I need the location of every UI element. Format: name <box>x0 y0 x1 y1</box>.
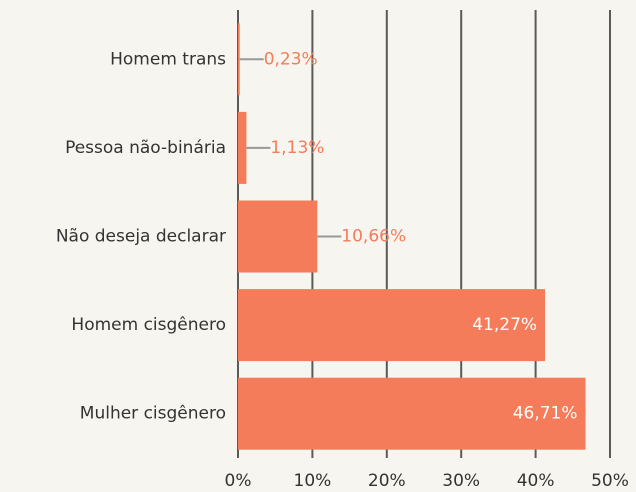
y-tick-label: Pessoa não-binária <box>65 138 226 158</box>
bar <box>238 200 318 273</box>
value-label: 10,66% <box>341 227 406 247</box>
x-tick-label: 30% <box>442 471 480 491</box>
y-tick-label: Homem trans <box>110 49 226 69</box>
value-label: 46,71% <box>513 404 578 424</box>
bar <box>238 377 586 450</box>
value-label: 41,27% <box>472 315 537 335</box>
x-tick-label: 20% <box>368 471 406 491</box>
value-label: 1,13% <box>270 138 324 158</box>
x-tick-label: 10% <box>294 471 332 491</box>
x-tick-label: 0% <box>225 471 252 491</box>
bar <box>238 289 546 362</box>
x-tick-label: 40% <box>517 471 555 491</box>
y-tick-label: Mulher cisgênero <box>80 404 226 424</box>
x-tick-label: 50% <box>591 471 629 491</box>
y-tick-label: Homem cisgênero <box>71 315 226 335</box>
bar <box>238 111 247 184</box>
y-tick-label: Não deseja declarar <box>56 227 226 247</box>
value-label: 0,23% <box>264 49 318 69</box>
bar <box>238 23 240 96</box>
